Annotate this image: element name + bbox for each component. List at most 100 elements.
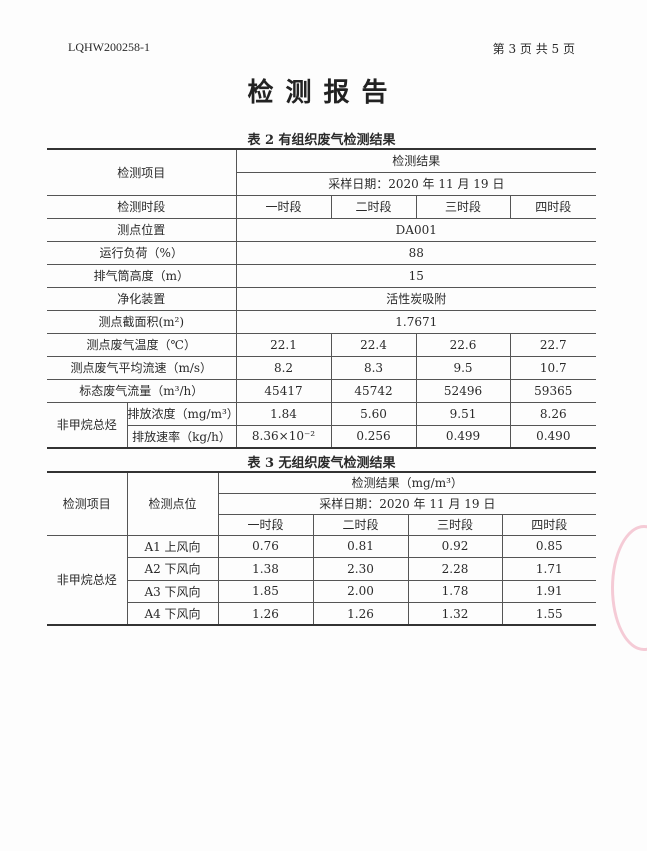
fugitive-emission-table: 检测项目 检测点位 检测结果（mg/m³） 采样日期：2020 年 11 月 19 日… bbox=[47, 471, 597, 626]
table-row: 测点废气平均流速（m/s） 8.2 8.3 9.5 10.7 bbox=[47, 355, 597, 380]
value-cell: 22.4 bbox=[330, 332, 417, 357]
point-cell: A3 下风向 bbox=[127, 579, 219, 603]
value-cell: 0.256 bbox=[330, 424, 417, 449]
point-cell: A2 下风向 bbox=[127, 557, 219, 581]
organized-emission-table: 检测项目 检测结果 采样日期：2020 年 11 月 19 日检测时段 一时段 二时段三… bbox=[47, 148, 597, 449]
value-cell: 45742 bbox=[330, 378, 417, 403]
value-cell: 8.3 bbox=[330, 355, 417, 380]
value-cell: 1.85 bbox=[217, 579, 314, 603]
value-cell: 2.28 bbox=[407, 557, 503, 581]
table-row: 测点截面积(m²) 1.7671 bbox=[47, 309, 597, 334]
table-row: A3 下风向 1.85 2.00 1.78 1.91 bbox=[47, 579, 597, 603]
table-row: 运行负荷（%） 88 bbox=[47, 240, 597, 265]
value-cell: 1.91 bbox=[501, 579, 597, 603]
pollutant-label: 非甲烷总烃 bbox=[47, 401, 128, 449]
value-cell: 2.00 bbox=[312, 579, 409, 603]
value-cell: 0.499 bbox=[415, 424, 511, 449]
table-row: 净化装置 活性炭吸附 bbox=[47, 286, 597, 311]
result-header: 检测结果（mg/m³） bbox=[217, 471, 597, 494]
value-cell: 5.60 bbox=[330, 401, 417, 426]
period-header-cell: 四时段 bbox=[509, 194, 597, 219]
row-value: 88 bbox=[235, 240, 597, 265]
item-header: 检测项目 bbox=[47, 148, 237, 196]
table2-caption: 表 2 有组织废气检测结果 bbox=[247, 133, 396, 148]
row-label: 排放速率（kg/h） bbox=[127, 424, 237, 449]
period-header-cell: 四时段 bbox=[501, 513, 597, 536]
item-header: 检测项目 bbox=[47, 471, 128, 536]
row-label: 测点废气平均流速（m/s） bbox=[47, 355, 237, 380]
table-row: 测点位置 DA001 bbox=[47, 217, 597, 242]
table-row: 采样日期：2020 年 11 月 19 日 bbox=[47, 171, 597, 196]
value-cell: 0.85 bbox=[501, 534, 597, 558]
period-header-cell: 一时段 bbox=[235, 194, 332, 219]
stamp-seal bbox=[611, 525, 647, 651]
period-header-cell: 三时段 bbox=[415, 194, 511, 219]
value-cell: 1.84 bbox=[235, 401, 332, 426]
table-row: 非甲烷总烃 A1 上风向 0.76 0.81 0.92 0.85 bbox=[47, 534, 597, 626]
value-cell: 22.6 bbox=[415, 332, 511, 357]
point-header: 检测点位 bbox=[126, 471, 219, 536]
row-label: 测点位置 bbox=[47, 217, 237, 242]
period-header-cell: 一时段 bbox=[218, 513, 314, 536]
value-cell: 0.76 bbox=[217, 534, 314, 558]
table-row: 检测项目 检测结果 bbox=[47, 148, 597, 196]
row-value: DA001 bbox=[235, 217, 597, 242]
table-row: 一时段 二时段 三时段 四时段 bbox=[47, 513, 597, 536]
value-cell: 1.32 bbox=[407, 602, 503, 626]
period-header-cell: 三时段 bbox=[407, 513, 503, 536]
row-label: 测点截面积(m²) bbox=[47, 309, 237, 334]
table-row: 采样日期：2020 年 11 月 19 日 bbox=[47, 492, 597, 515]
pollutant-label: 非甲烷总烃 bbox=[47, 534, 128, 626]
row-label: 运行负荷（%） bbox=[47, 240, 237, 265]
value-cell: 2.30 bbox=[312, 557, 409, 581]
row-value: 活性炭吸附 bbox=[235, 286, 597, 311]
value-cell: 10.7 bbox=[509, 355, 597, 380]
table-row: A4 下风向 1.26 1.26 1.32 1.55 bbox=[47, 602, 597, 626]
row-label: 排气筒高度（m） bbox=[47, 263, 237, 288]
table-row: 非甲烷总烃 排放浓度（mg/m³） 1.84 5.60 9.51 8.26 bbox=[47, 401, 597, 449]
row-value: 1.7671 bbox=[235, 309, 597, 334]
value-cell: 1.38 bbox=[217, 557, 314, 581]
value-cell: 1.71 bbox=[501, 557, 597, 581]
value-cell: 59365 bbox=[509, 378, 597, 403]
table-row: A2 下风向 1.38 2.30 2.28 1.71 bbox=[47, 557, 597, 581]
value-cell: 8.26 bbox=[509, 401, 597, 426]
value-cell: 0.490 bbox=[509, 424, 597, 449]
table-row: 检测时段 一时段 二时段 三时段 四时段 bbox=[47, 194, 597, 219]
value-cell: 9.51 bbox=[415, 401, 511, 426]
value-cell: 45417 bbox=[235, 378, 332, 403]
value-cell: 9.5 bbox=[415, 355, 511, 380]
sampling-date: 采样日期：2020 年 11 月 19 日 bbox=[218, 492, 597, 515]
value-cell: 1.26 bbox=[217, 602, 314, 626]
result-header: 检测结果 bbox=[235, 148, 597, 173]
page-info: 第 3 页 共 5 页 bbox=[492, 42, 575, 56]
value-cell: 0.92 bbox=[407, 534, 503, 558]
table-row: 排放速率（kg/h） 8.36×10⁻² 0.256 0.499 0.490 bbox=[47, 424, 597, 449]
value-cell: 8.2 bbox=[235, 355, 332, 380]
table3-caption: 表 3 无组织废气检测结果 bbox=[247, 456, 396, 471]
value-cell: 22.7 bbox=[509, 332, 597, 357]
value-cell: 22.1 bbox=[235, 332, 332, 357]
point-cell: A4 下风向 bbox=[127, 602, 219, 626]
period-header-cell: 二时段 bbox=[330, 194, 417, 219]
row-label: 排放浓度（mg/m³） bbox=[126, 401, 239, 426]
period-header: 检测时段 bbox=[47, 194, 237, 219]
sampling-date: 采样日期：2020 年 11 月 19 日 bbox=[236, 171, 597, 196]
table-row: 排气筒高度（m） 15 bbox=[47, 263, 597, 288]
point-cell: A1 上风向 bbox=[126, 534, 219, 558]
report-title: 检测报告 bbox=[247, 78, 400, 108]
period-header-cell: 二时段 bbox=[312, 513, 409, 536]
row-label: 净化装置 bbox=[47, 286, 237, 311]
row-label: 标态废气流量（m³/h） bbox=[47, 378, 237, 403]
value-cell: 52496 bbox=[415, 378, 511, 403]
value-cell: 1.26 bbox=[312, 602, 409, 626]
table-row: 测点废气温度（℃） 22.1 22.4 22.6 22.7 bbox=[47, 332, 597, 357]
table-row: 检测项目 检测点位 检测结果（mg/m³） bbox=[47, 471, 597, 536]
document-number: LQHW200258-1 bbox=[68, 40, 150, 54]
value-cell: 1.78 bbox=[407, 579, 503, 603]
table-row: 标态废气流量（m³/h） 45417 45742 52496 59365 bbox=[47, 378, 597, 403]
value-cell: 0.81 bbox=[312, 534, 409, 558]
value-cell: 1.55 bbox=[501, 602, 597, 626]
row-value: 15 bbox=[235, 263, 597, 288]
